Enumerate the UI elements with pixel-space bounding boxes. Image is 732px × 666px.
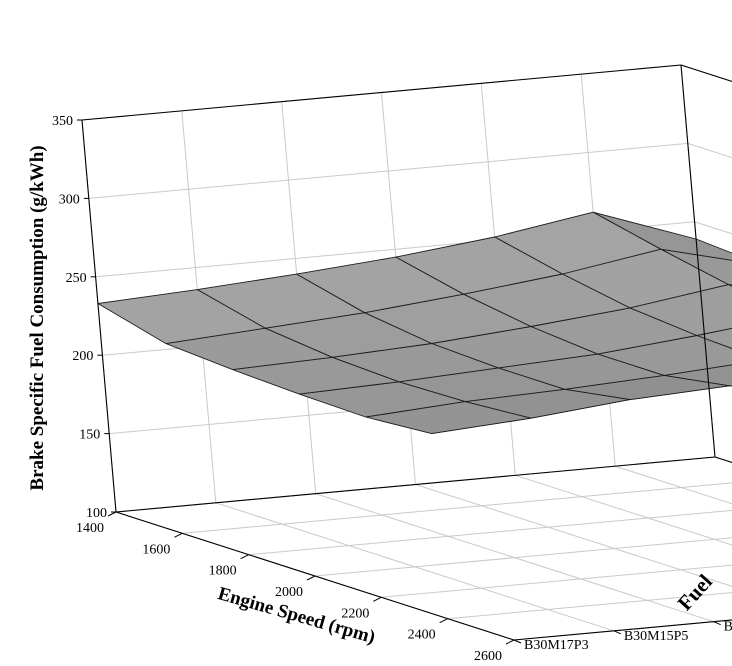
chart-ticks: 100 150 200 250 300 350 1400 1600 1800 2000 2200 24… xyxy=(52,114,732,664)
x-tick-label: 2600 xyxy=(474,649,502,664)
z-axis-label: Brake Specific Fuel Consumption (g/kWh) xyxy=(27,145,48,490)
x-tick-label: 2200 xyxy=(341,606,369,621)
z-tick-label: 200 xyxy=(72,349,93,364)
y-tick-mark xyxy=(713,621,721,626)
frame-edge xyxy=(680,64,716,458)
x-tick-mark xyxy=(107,511,117,517)
x-tick-label: 1600 xyxy=(142,542,170,557)
x-tick-mark xyxy=(505,639,515,645)
z-gridline xyxy=(81,64,732,121)
y-tick-label: B30M15P5 xyxy=(624,629,689,644)
z-tick-label: 250 xyxy=(66,271,87,286)
z-tick-label: 300 xyxy=(59,192,80,207)
frame-edge xyxy=(115,456,716,513)
y-tick-mark xyxy=(613,630,622,635)
z-tick-label: 150 xyxy=(79,428,100,443)
frame-edge xyxy=(81,64,682,121)
surface-facet xyxy=(97,289,266,345)
x-tick-mark xyxy=(373,596,382,602)
x-tick-mark xyxy=(306,575,316,581)
x-tick-label: 2400 xyxy=(408,628,436,643)
frame-edge xyxy=(680,64,732,82)
surface-plot xyxy=(97,211,732,435)
y-tick-mark xyxy=(513,639,522,644)
x-tick-label: 1400 xyxy=(76,521,104,536)
y-tick-label: B30M17P3 xyxy=(524,638,589,653)
surface-facet xyxy=(696,327,732,349)
z-tick-label: 350 xyxy=(52,114,73,129)
frame-edge xyxy=(81,119,117,513)
x-tick-mark xyxy=(240,554,249,560)
y-tick-label: B30M10P10 xyxy=(724,620,732,635)
x-tick-label: 1800 xyxy=(209,564,237,579)
x-tick-mark xyxy=(174,532,183,538)
x-tick-mark xyxy=(439,618,448,624)
z-tick-label: 100 xyxy=(86,506,107,521)
x-tick-label: 2000 xyxy=(275,585,303,600)
y-axis-label: Fuel xyxy=(673,569,717,615)
